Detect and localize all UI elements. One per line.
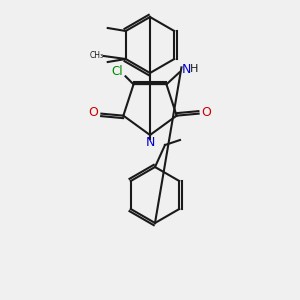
Text: O: O [88,106,98,119]
Text: N: N [182,63,191,76]
Text: CH₃: CH₃ [90,50,104,59]
Text: H: H [190,64,199,74]
Text: Cl: Cl [112,65,123,78]
Text: N: N [145,136,155,149]
Text: O: O [202,106,212,119]
